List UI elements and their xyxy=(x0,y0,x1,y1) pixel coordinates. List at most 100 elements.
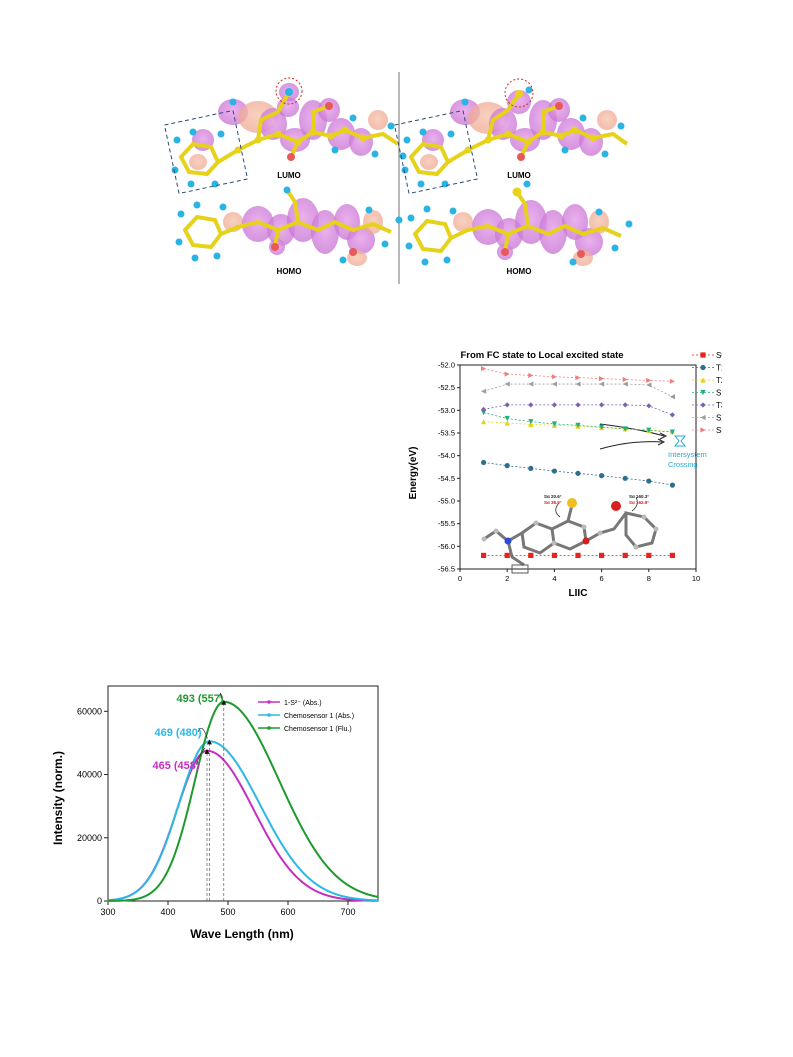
spectrum-point-2 xyxy=(171,858,174,861)
spectrum-point-2 xyxy=(366,893,369,896)
spectrum-x-tick-label: 700 xyxy=(340,907,355,917)
spectrum-point-1 xyxy=(179,799,181,802)
spectrum-point-2 xyxy=(369,894,372,897)
left-homo-label: HOMO xyxy=(277,267,302,276)
spectrum-point-1 xyxy=(265,815,268,818)
spectrum-point-1 xyxy=(215,741,217,744)
spectrum-point-1 xyxy=(189,767,192,770)
right-lumo-label: LUMO xyxy=(507,171,531,180)
spectrum-point-1 xyxy=(125,896,127,899)
spectrum-legend-label: Chemosensor 1 (Abs.) xyxy=(284,713,354,720)
liic-series-T1 xyxy=(481,459,675,488)
spectrum-point-0 xyxy=(243,791,246,794)
spectrum-point-1 xyxy=(283,847,286,850)
spectrum-point-1 xyxy=(279,841,282,844)
spectrum-point-2 xyxy=(182,824,185,827)
spectrum-point-0 xyxy=(269,839,271,842)
spectrum-point-2 xyxy=(114,899,117,902)
liic-y-tick-label: -56.5 xyxy=(438,565,455,574)
spectrum-point-2 xyxy=(107,900,109,902)
spectrum-point-1 xyxy=(139,887,142,890)
spectrum-point-2 xyxy=(125,899,127,902)
intersystem-crossing-label-line-2: Crossing xyxy=(668,460,698,469)
spectrum-point-2 xyxy=(243,714,246,717)
spectrum-point-1 xyxy=(211,740,214,743)
spectrum-point-2 xyxy=(272,767,275,770)
spectrum-point-1 xyxy=(333,892,336,895)
liic-plot-frame xyxy=(459,364,697,570)
intersystem-crossing-label-line-1: Intersystem xyxy=(668,450,707,459)
spectrum-point-1 xyxy=(258,802,261,804)
liic-series-S2 xyxy=(481,381,675,400)
molecular-orbital-image: LUMO HOMO xyxy=(163,72,633,284)
liic-point-T1 xyxy=(528,465,534,471)
spectrum-point-0 xyxy=(290,870,293,873)
spectrum-point-1 xyxy=(197,751,199,753)
spectrum-point-1 xyxy=(164,842,167,845)
spectrum-point-0 xyxy=(254,812,257,815)
spectrum-point-1 xyxy=(290,857,293,860)
spectrum-point-2 xyxy=(355,888,358,891)
liic-series-line-T2 xyxy=(483,421,673,433)
spectrum-point-1 xyxy=(315,883,318,886)
liic-point-S0 xyxy=(481,552,487,558)
liic-point-T1 xyxy=(575,470,581,476)
liic-point-S3 xyxy=(504,371,510,377)
spectrum-plot-frame xyxy=(107,685,379,902)
spectrum-point-2 xyxy=(117,899,120,902)
liic-point-T1 xyxy=(551,468,557,474)
spectrum-peak-label-2: 465 (458) xyxy=(152,760,199,772)
liic-point-S3 xyxy=(669,378,675,384)
spectrum-point-2 xyxy=(236,707,239,709)
spectrum-point-1 xyxy=(146,879,149,882)
liic-chart-svg: From FC state to Local excited state LII… xyxy=(408,350,726,599)
spectrum-point-1 xyxy=(272,829,275,831)
spectrum-point-1 xyxy=(175,810,178,813)
spectrum-legend-label: 1-S²⁻ (Abs.) xyxy=(284,700,322,707)
spectrum-point-2 xyxy=(128,899,131,901)
spectrum-y-axis-label: Intensity (norm.) xyxy=(51,751,65,845)
spectrum-point-2 xyxy=(139,897,142,899)
spectrum-point-0 xyxy=(287,866,289,869)
spectrum-point-2 xyxy=(283,791,286,793)
liic-legend-marker xyxy=(700,427,706,433)
spectrum-x-tick-label: 500 xyxy=(220,907,235,917)
spectrum-point-1 xyxy=(366,898,369,901)
spectrum-point-1 xyxy=(312,880,315,883)
liic-series-line-S2 xyxy=(483,383,673,398)
spectrum-point-0 xyxy=(283,861,286,864)
liic-series-T3 xyxy=(481,402,675,418)
spectrum-point-2 xyxy=(229,702,232,705)
spectrum-series-2 xyxy=(107,699,379,902)
spectrum-point-1 xyxy=(330,891,333,894)
spectrum-point-0 xyxy=(297,878,300,880)
spectrum-point-2 xyxy=(204,738,207,741)
spectrum-point-1 xyxy=(362,898,365,901)
spectrum-point-2 xyxy=(344,882,347,885)
spectrum-point-1 xyxy=(326,889,329,892)
spectrum-peak-arrow-2 xyxy=(195,747,206,766)
spectrum-point-0 xyxy=(323,893,325,896)
liic-point-S1 xyxy=(622,426,628,432)
liic-point-T3 xyxy=(669,412,675,418)
liic-legend-label: T3 xyxy=(716,401,722,410)
spectrum-point-0 xyxy=(333,896,336,899)
spectrum-legend-marker xyxy=(267,700,271,704)
spectrum-peak-arrow-0 xyxy=(219,692,223,699)
spectrum-point-2 xyxy=(146,894,149,896)
spectrum-peak-marker-0 xyxy=(204,748,210,754)
spectrum-point-2 xyxy=(373,895,376,898)
spectrum-point-1 xyxy=(369,899,372,901)
liic-x-tick-label: 4 xyxy=(552,574,556,583)
liic-point-T1 xyxy=(599,473,605,479)
spectrum-point-1 xyxy=(297,866,300,869)
spectrum-point-0 xyxy=(272,845,275,848)
spectrum-point-2 xyxy=(362,892,365,894)
spectrum-point-2 xyxy=(186,811,189,814)
liic-series-S0 xyxy=(481,552,675,558)
liic-y-tick-label: -54.0 xyxy=(438,451,455,460)
spectrum-point-0 xyxy=(236,778,239,781)
right-homo-label: HOMO xyxy=(507,267,532,276)
spectrum-point-2 xyxy=(294,813,297,816)
liic-point-S1 xyxy=(669,429,675,435)
